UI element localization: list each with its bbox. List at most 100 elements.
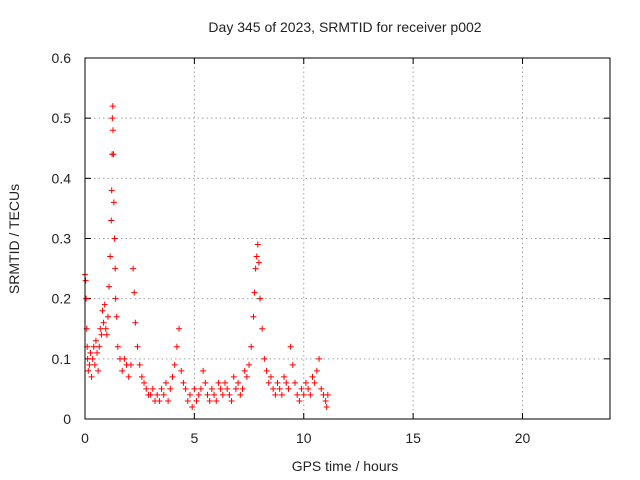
data-point bbox=[121, 355, 128, 362]
data-point bbox=[222, 379, 228, 386]
data-point bbox=[219, 391, 226, 398]
data-point bbox=[283, 379, 290, 386]
data-point bbox=[130, 265, 137, 272]
data-point bbox=[109, 115, 116, 122]
data-point bbox=[250, 313, 257, 320]
data-point bbox=[217, 385, 224, 392]
x-tick-label: 10 bbox=[296, 430, 312, 446]
data-point bbox=[106, 283, 113, 290]
data-point bbox=[270, 385, 277, 392]
data-point bbox=[263, 367, 270, 374]
y-axis-label: SRMTID / TECUs bbox=[6, 184, 22, 294]
data-point bbox=[197, 385, 204, 392]
data-point bbox=[110, 199, 117, 206]
data-point bbox=[131, 289, 138, 296]
data-point bbox=[274, 379, 281, 386]
data-point bbox=[101, 301, 108, 308]
data-point bbox=[96, 343, 103, 350]
data-point bbox=[235, 379, 242, 386]
data-point bbox=[285, 385, 292, 392]
data-point bbox=[171, 361, 178, 368]
data-point bbox=[226, 391, 233, 398]
data-point bbox=[289, 361, 296, 368]
data-point bbox=[110, 127, 116, 134]
data-point bbox=[167, 385, 174, 392]
chart-title: Day 345 of 2023, SRMTID for receiver p00… bbox=[208, 19, 481, 35]
data-point bbox=[251, 289, 258, 296]
data-point bbox=[316, 355, 323, 362]
data-point bbox=[98, 331, 105, 338]
data-point bbox=[92, 337, 99, 344]
data-point bbox=[272, 391, 279, 398]
data-point bbox=[107, 253, 114, 260]
data-point bbox=[99, 307, 106, 314]
data-point bbox=[257, 295, 263, 302]
data-point bbox=[173, 343, 180, 350]
data-point bbox=[138, 373, 145, 380]
data-point bbox=[86, 361, 93, 368]
data-point bbox=[208, 385, 215, 392]
data-point bbox=[313, 367, 320, 374]
data-point bbox=[309, 373, 316, 380]
data-point bbox=[195, 391, 202, 398]
data-point bbox=[259, 325, 266, 332]
data-point bbox=[193, 397, 200, 404]
data-point bbox=[237, 391, 244, 398]
x-tick-label: 5 bbox=[190, 430, 198, 446]
data-point bbox=[248, 343, 255, 350]
x-axis-label: GPS time / hours bbox=[292, 458, 399, 474]
data-point bbox=[281, 373, 288, 380]
data-point bbox=[178, 367, 185, 374]
data-point bbox=[213, 397, 220, 404]
data-point bbox=[88, 373, 95, 380]
data-point bbox=[136, 361, 143, 368]
data-point bbox=[112, 295, 119, 302]
axes: 0 0.1 0.2 0.3 0.4 0.5 0.6 0 5 10 15 20 bbox=[52, 50, 610, 446]
data-point bbox=[292, 379, 298, 386]
data-point bbox=[125, 373, 132, 380]
data-point bbox=[147, 391, 154, 398]
data-point bbox=[91, 361, 98, 368]
y-tick-label: 0.4 bbox=[52, 170, 72, 186]
data-point bbox=[318, 385, 325, 392]
data-point bbox=[255, 259, 262, 266]
data-point bbox=[127, 361, 134, 368]
data-point bbox=[89, 355, 96, 362]
data-point bbox=[100, 319, 107, 326]
data-point bbox=[241, 367, 248, 374]
data-point bbox=[239, 385, 246, 392]
data-point bbox=[109, 103, 116, 110]
y-tick-label: 0.5 bbox=[52, 110, 72, 126]
data-point bbox=[254, 241, 261, 248]
data-point bbox=[202, 379, 209, 386]
data-point bbox=[83, 295, 90, 302]
data-point bbox=[160, 391, 167, 398]
data-point bbox=[200, 367, 207, 374]
data-point bbox=[252, 265, 259, 272]
data-point bbox=[108, 187, 115, 194]
data-point bbox=[110, 151, 117, 158]
data-point bbox=[300, 391, 307, 398]
data-point bbox=[184, 397, 191, 404]
data-point bbox=[276, 385, 283, 392]
data-point bbox=[189, 403, 196, 410]
data-point bbox=[278, 391, 285, 398]
y-tick-label: 0.1 bbox=[52, 351, 72, 367]
data-point bbox=[267, 373, 274, 380]
data-point bbox=[103, 331, 110, 338]
data-point bbox=[296, 397, 303, 404]
data-point bbox=[87, 349, 94, 356]
data-point bbox=[324, 391, 331, 398]
data-point bbox=[307, 391, 314, 398]
data-point bbox=[104, 313, 111, 320]
data-point bbox=[90, 343, 97, 350]
data-point bbox=[180, 379, 187, 386]
x-tick-label: 20 bbox=[515, 430, 531, 446]
data-point bbox=[215, 379, 222, 386]
data-point bbox=[158, 385, 165, 392]
data-point bbox=[84, 355, 91, 362]
y-tick-label: 0.3 bbox=[52, 231, 72, 247]
data-point bbox=[102, 325, 109, 332]
data-point bbox=[204, 391, 211, 398]
data-point bbox=[265, 379, 272, 386]
